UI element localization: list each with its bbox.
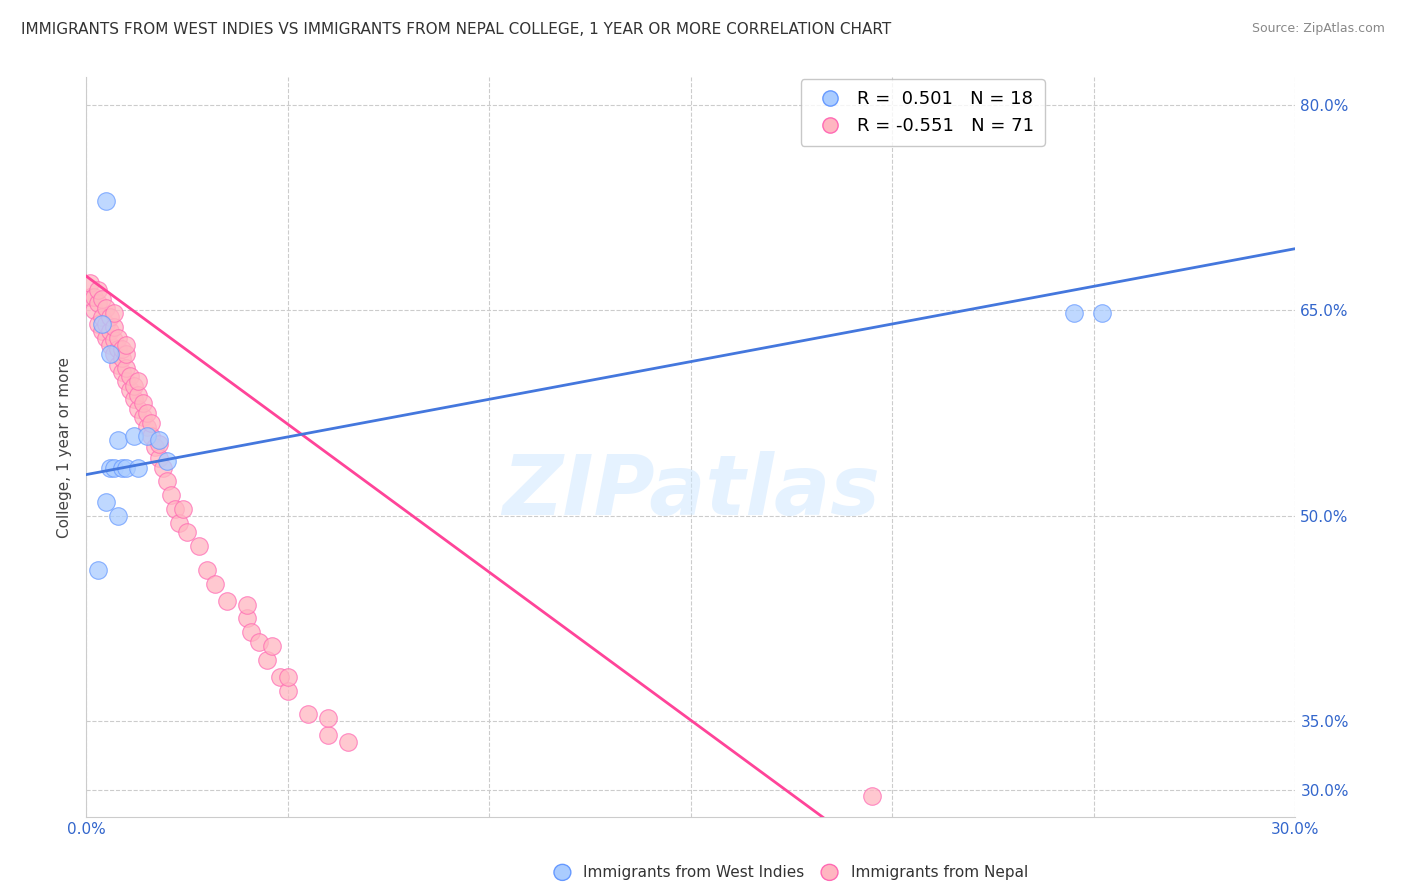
Point bbox=[91, 317, 114, 331]
Point bbox=[107, 331, 129, 345]
Point bbox=[249, 634, 271, 648]
Point bbox=[111, 351, 134, 366]
Point bbox=[96, 331, 118, 345]
Point bbox=[103, 306, 125, 320]
Point bbox=[217, 593, 239, 607]
Point bbox=[103, 460, 125, 475]
Point bbox=[260, 639, 283, 653]
Point bbox=[107, 508, 129, 523]
Point bbox=[111, 365, 134, 379]
Point bbox=[256, 652, 278, 666]
Point bbox=[277, 684, 299, 698]
Point bbox=[98, 347, 121, 361]
Text: Source: ZipAtlas.com: Source: ZipAtlas.com bbox=[1251, 22, 1385, 36]
Point bbox=[131, 396, 153, 410]
Point bbox=[107, 434, 129, 448]
Point bbox=[124, 378, 146, 392]
Point bbox=[236, 611, 259, 625]
Point bbox=[120, 369, 142, 384]
Point bbox=[107, 342, 129, 356]
Point bbox=[139, 416, 162, 430]
Point bbox=[159, 488, 181, 502]
Point bbox=[115, 360, 138, 375]
Point bbox=[103, 347, 125, 361]
Point bbox=[139, 429, 162, 443]
Point bbox=[115, 347, 138, 361]
Point bbox=[172, 501, 194, 516]
Point bbox=[124, 392, 146, 407]
Point bbox=[127, 388, 149, 402]
Point bbox=[79, 276, 101, 290]
Point bbox=[337, 734, 360, 748]
Point bbox=[163, 501, 186, 516]
Point bbox=[148, 437, 170, 451]
Point bbox=[120, 383, 142, 397]
Point bbox=[240, 625, 263, 640]
Point bbox=[96, 194, 118, 208]
Point bbox=[176, 525, 198, 540]
Point bbox=[195, 564, 218, 578]
Point bbox=[124, 429, 146, 443]
Point bbox=[87, 317, 110, 331]
Point bbox=[135, 429, 157, 443]
Point bbox=[87, 564, 110, 578]
Point bbox=[860, 789, 883, 804]
Point bbox=[107, 358, 129, 372]
Point bbox=[187, 539, 209, 553]
Point bbox=[87, 283, 110, 297]
Legend: R =  0.501   N = 18, R = -0.551   N = 71: R = 0.501 N = 18, R = -0.551 N = 71 bbox=[801, 79, 1045, 145]
Point bbox=[297, 707, 319, 722]
Text: IMMIGRANTS FROM WEST INDIES VS IMMIGRANTS FROM NEPAL COLLEGE, 1 YEAR OR MORE COR: IMMIGRANTS FROM WEST INDIES VS IMMIGRANT… bbox=[21, 22, 891, 37]
Point bbox=[111, 342, 134, 356]
Point bbox=[269, 670, 291, 684]
Point bbox=[91, 324, 114, 338]
Point bbox=[316, 728, 339, 742]
Text: Immigrants from West Indies: Immigrants from West Indies bbox=[583, 865, 804, 880]
Point bbox=[115, 375, 138, 389]
Point bbox=[156, 475, 179, 489]
Point bbox=[127, 401, 149, 416]
Text: ZIPatlas: ZIPatlas bbox=[502, 451, 880, 533]
Point bbox=[277, 670, 299, 684]
Point bbox=[131, 410, 153, 425]
Point bbox=[316, 711, 339, 725]
Point bbox=[127, 460, 149, 475]
Point bbox=[98, 310, 121, 325]
Point bbox=[96, 495, 118, 509]
Y-axis label: College, 1 year or more: College, 1 year or more bbox=[58, 357, 72, 538]
Point bbox=[79, 289, 101, 303]
Point bbox=[96, 301, 118, 315]
Point bbox=[83, 303, 105, 318]
Point bbox=[135, 419, 157, 434]
Point bbox=[103, 334, 125, 348]
Point bbox=[236, 598, 259, 612]
Point bbox=[127, 375, 149, 389]
Text: Immigrants from Nepal: Immigrants from Nepal bbox=[851, 865, 1028, 880]
Point bbox=[152, 460, 174, 475]
Point bbox=[204, 577, 226, 591]
Point bbox=[87, 296, 110, 310]
Point bbox=[167, 516, 190, 530]
Point bbox=[111, 460, 134, 475]
Point bbox=[148, 434, 170, 448]
Point bbox=[156, 454, 179, 468]
Point bbox=[98, 337, 121, 351]
Point bbox=[91, 293, 114, 307]
Point bbox=[98, 324, 121, 338]
Point bbox=[115, 337, 138, 351]
Point bbox=[135, 406, 157, 420]
Point bbox=[115, 460, 138, 475]
Point bbox=[98, 460, 121, 475]
Point bbox=[103, 319, 125, 334]
Point bbox=[148, 451, 170, 466]
Point bbox=[83, 289, 105, 303]
Point bbox=[143, 440, 166, 454]
Point bbox=[96, 317, 118, 331]
Point bbox=[1091, 306, 1114, 320]
Point bbox=[91, 310, 114, 325]
Point bbox=[1063, 306, 1085, 320]
